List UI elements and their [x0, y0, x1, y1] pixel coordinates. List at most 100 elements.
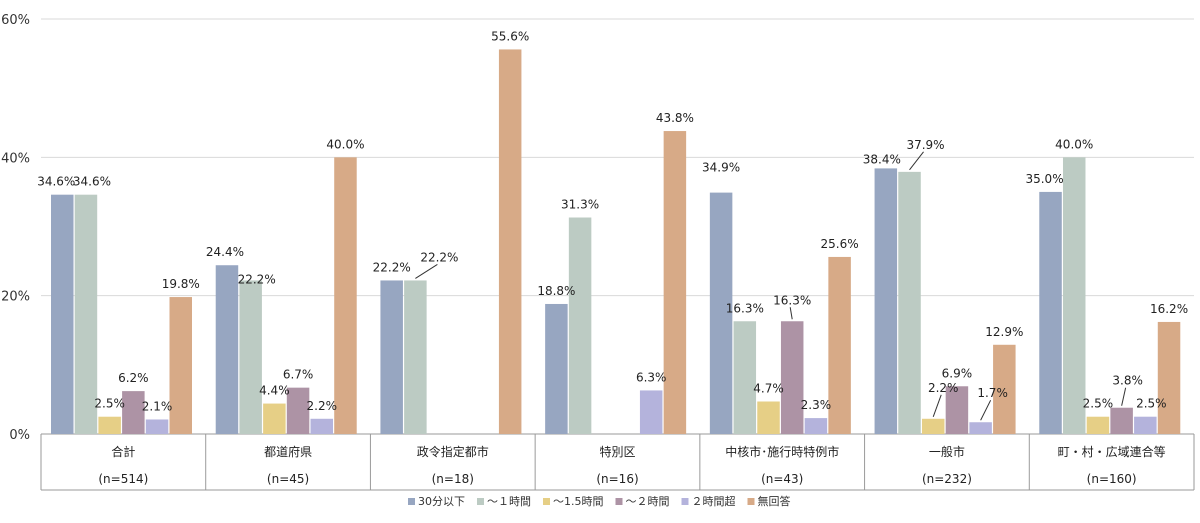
category-n-label: (n=45): [267, 472, 309, 486]
data-label: 22.2%: [238, 272, 276, 286]
category-label: 特別区: [599, 444, 635, 459]
bar: [169, 297, 192, 434]
bar: [404, 280, 427, 434]
data-label: 2.5%: [1083, 397, 1114, 411]
data-label: 31.3%: [561, 198, 599, 212]
y-axis: 0% 20% 40% 60%: [1, 13, 30, 443]
bar: [263, 403, 286, 434]
data-label: 25.6%: [821, 237, 859, 251]
bar: [286, 387, 310, 434]
bar: [639, 390, 663, 434]
category-n-label: (n=16): [596, 472, 638, 486]
data-label: 22.2%: [373, 260, 411, 274]
bar: [663, 131, 687, 435]
y-tick-label: 40%: [1, 151, 30, 166]
data-label: 16.3%: [726, 301, 764, 315]
bar: [804, 418, 828, 434]
data-label: 38.4%: [863, 152, 901, 166]
data-label: 19.8%: [162, 277, 200, 291]
bar: [145, 419, 169, 434]
bar: [239, 280, 262, 434]
data-label: 1.7%: [977, 386, 1008, 400]
data-label: 34.6%: [37, 175, 75, 189]
bar: [874, 168, 898, 434]
bar: [122, 391, 145, 434]
data-label: 6.9%: [942, 366, 973, 380]
legend-swatch: [543, 498, 550, 505]
bars: [51, 49, 1181, 435]
data-label: 6.7%: [283, 368, 314, 382]
data-label: 40.0%: [1055, 137, 1093, 151]
label-leader-line: [1121, 387, 1127, 406]
bar: [709, 192, 733, 434]
data-label: 37.9%: [906, 138, 944, 152]
legend-label: ～２時間: [626, 495, 670, 508]
legend-label: ～１時間: [487, 495, 531, 508]
bar: [215, 265, 239, 434]
category-label: 都道府県: [264, 444, 312, 459]
legend-label: ２時間超: [692, 494, 736, 508]
bar: [733, 321, 757, 434]
data-label: 2.2%: [928, 381, 959, 395]
bar: [545, 303, 568, 434]
data-label: 16.2%: [1150, 302, 1188, 316]
data-label: 34.9%: [702, 161, 740, 175]
legend-label: ～1.5時間: [553, 495, 604, 508]
bar: [898, 171, 921, 434]
bar: [51, 194, 74, 434]
data-label: 6.2%: [118, 371, 149, 385]
gridlines: [41, 18, 1194, 435]
legend: 30分以下 ～１時間 ～1.5時間 ～２時間 ２時間超 無回答: [408, 494, 791, 508]
data-label: 2.2%: [307, 399, 338, 413]
data-label: 35.0%: [1025, 172, 1063, 186]
y-tick-label: 0%: [9, 428, 30, 443]
data-label: 24.4%: [206, 245, 244, 259]
bar: [757, 401, 780, 434]
category-n-label: (n=43): [761, 472, 803, 486]
bar: [1086, 416, 1110, 434]
bar: [310, 418, 334, 434]
bar: [945, 386, 969, 434]
data-label: 18.8%: [537, 284, 575, 298]
label-leader-line: [415, 264, 438, 279]
category-label: 一般市: [929, 444, 965, 459]
data-labels: 34.6% 24.4% 22.2% 18.8% 34.9% 38.4% 35.0% 34.6%…: [37, 29, 1188, 421]
category-label: 政令指定都市: [417, 444, 489, 459]
category-label: 中核市･施行時特例市: [725, 444, 839, 459]
category-n-label: (n=514): [98, 472, 148, 486]
category-label: 合計: [111, 444, 135, 459]
label-leader-line: [909, 151, 924, 171]
data-label: 43.8%: [656, 111, 694, 125]
category-n-label: (n=18): [432, 472, 474, 486]
data-label: 4.7%: [753, 381, 784, 395]
data-label: 2.3%: [801, 398, 832, 412]
data-label: 2.1%: [142, 399, 173, 413]
label-leader-line: [789, 307, 793, 320]
data-label: 3.8%: [1112, 374, 1143, 388]
bar: [921, 418, 945, 434]
bar: [498, 49, 522, 434]
label-leader-line: [932, 394, 942, 417]
y-tick-label: 20%: [1, 290, 30, 305]
data-label: 22.2%: [420, 250, 458, 264]
bar: [568, 217, 592, 434]
bar: [780, 321, 804, 434]
label-leader-line: [980, 400, 992, 421]
legend-swatch: [681, 498, 689, 505]
bar: [98, 416, 121, 434]
legend-swatch: [477, 498, 484, 505]
data-label: 2.5%: [94, 397, 125, 411]
category-n-label: (n=232): [922, 472, 972, 486]
x-axis: 合計 (n=514) 都道府県 (n=45) 政令指定都市 (n=18) 特別区 (n=16)…: [40, 434, 1195, 491]
data-label: 40.0%: [326, 137, 364, 151]
legend-swatch: [408, 498, 415, 505]
bar: [1039, 191, 1062, 434]
data-label: 55.6%: [491, 29, 529, 43]
data-label: 4.4%: [259, 384, 290, 398]
legend-label: 30分以下: [418, 495, 465, 508]
legend-swatch: [747, 498, 755, 505]
bar: [993, 344, 1016, 434]
bar: [380, 280, 403, 434]
data-label: 2.5%: [1136, 397, 1167, 411]
